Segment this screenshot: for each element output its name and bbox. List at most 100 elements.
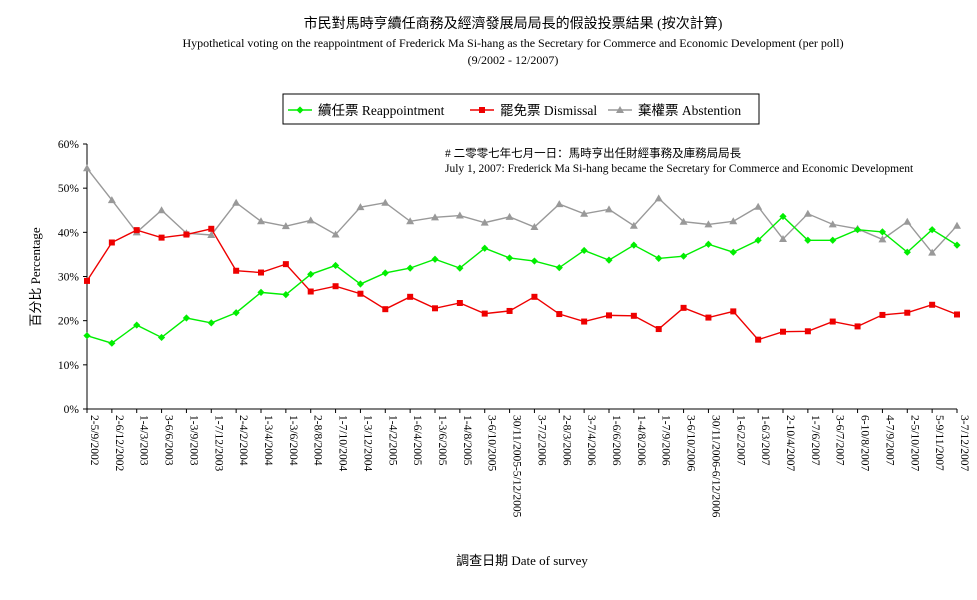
data-point [555,264,563,272]
x-tick-label: 3-7/2/2006 [535,415,547,466]
data-point [207,230,216,238]
data-point [555,200,564,208]
data-point [803,209,812,217]
data-point [406,217,415,225]
data-point [307,270,315,278]
x-tick-label: 1-7/9/2006 [660,415,672,466]
data-point [729,217,738,225]
chart-period: (9/2002 - 12/2007) [468,53,559,67]
x-tick-label: 1-7/10/2004 [337,415,349,471]
data-point [381,198,390,206]
data-point [505,254,514,262]
series-triangle [83,164,961,256]
legend: 續任票 Reappointment 罷免票 Dismissal 棄權票 Absten… [282,93,760,125]
data-point [133,227,140,234]
series-line [86,215,958,344]
data-point [829,236,837,244]
data-point [754,236,762,244]
data-point [481,310,488,317]
axes: 0% 10% 20% 30% 40% 50% 60% 2-5/9/2002 2-6/12/200… [58,139,970,518]
annotation-line-1: # 二零零七年七月一日：馬時亨出任財經事務及庫務局局長 [445,146,742,160]
data-point [929,301,936,308]
data-point [530,257,539,265]
x-tick-label: 1-4/8/2006 [635,415,647,466]
data-point [307,288,314,295]
data-point [282,261,289,268]
y-tick-label: 0% [64,404,80,416]
data-point [630,241,638,249]
data-point [480,218,489,226]
data-point [779,234,787,242]
y-axis-label: 百分比 Percentage [28,227,43,327]
data-point [729,248,737,256]
x-tick-label: 3-6/6/2003 [163,415,175,466]
data-point [679,252,688,260]
data-point [108,339,116,347]
x-tick-label: 5-9/11/2007 [933,415,945,471]
legend-label: 棄權票 Abstention [638,103,741,118]
data-point [357,290,364,297]
series-layer [83,164,961,347]
x-tick-label: 1-6/6/2006 [610,415,622,466]
data-point [183,231,190,238]
x-tick-label: 1-6/3/2007 [759,415,771,466]
data-point [356,203,365,211]
annotation-line-2: July 1, 2007: Frederick Ma Si-hang becam… [445,163,914,175]
data-point [605,256,613,264]
x-tick-label: 1-3/9/2003 [187,415,199,466]
data-point [332,283,339,290]
x-tick-label: 3-6/7/2007 [834,415,846,466]
data-point [382,306,389,313]
x-tick-label: 2-8/3/2006 [560,415,572,466]
data-point [207,319,215,327]
data-point [755,336,762,343]
data-point [879,311,886,318]
x-tick-label: 1-6/2/2007 [734,415,746,466]
x-tick-label: 1-3/12/2004 [361,415,373,471]
legend-swatch-marker [296,106,304,114]
data-point [455,211,464,219]
data-point [432,305,438,312]
data-point [904,309,911,316]
data-point [903,248,911,256]
data-point [629,221,638,229]
data-point [406,264,414,272]
x-tick-label: 30/11/2005-5/12/2005 [511,415,523,518]
x-tick-label: 2-6/12/2002 [113,415,125,471]
data-point [829,318,836,325]
x-tick-label: 1-7/12/2003 [212,415,224,471]
x-tick-label: 3-6/10/2006 [685,415,697,471]
x-tick-label: 2-5/9/2002 [88,415,100,466]
series-diamond [83,212,961,347]
chart-title: 市民對馬時亨續任商務及經濟發展局局長的假設投票結果 (按次計算) [304,15,723,32]
data-point [556,311,563,318]
data-point [680,304,687,311]
x-tick-label: 30/11/2006-6/12/2006 [709,415,721,518]
series-line [86,228,958,341]
y-tick-label: 60% [58,139,80,151]
data-point [779,212,787,221]
data-point [331,261,340,270]
x-tick-label: 1-3/4/2004 [262,415,274,466]
x-tick-label: 2-4/2/2004 [237,415,249,466]
data-point [158,234,165,241]
x-tick-label: 1-3/6/2004 [287,415,299,466]
data-point [281,222,290,230]
data-point [481,244,489,252]
data-point [903,217,912,225]
data-point [331,230,340,238]
x-axis-label: 調查日期 Date of survey [456,553,588,568]
data-point [606,312,612,319]
x-tick-label: 2-8/8/2004 [312,415,324,466]
data-point [804,236,812,244]
data-point [431,255,439,263]
x-tick-label: 4-7/9/2007 [883,415,895,466]
data-point [108,239,115,246]
y-tick-label: 10% [58,360,80,372]
legend-swatch-marker [616,106,624,113]
data-point [107,196,116,204]
y-tick-label: 30% [58,272,80,284]
data-point [705,314,712,321]
data-point [704,240,713,248]
data-point [780,328,786,335]
